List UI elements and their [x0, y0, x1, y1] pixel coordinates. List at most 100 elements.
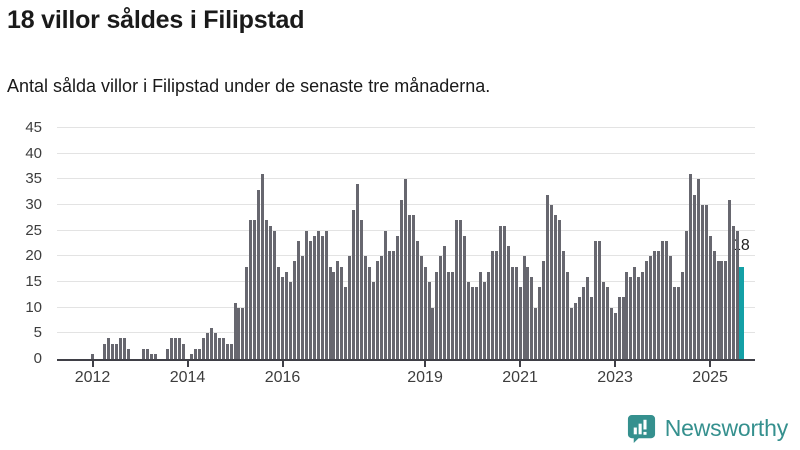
- bar: [720, 261, 724, 359]
- bar: [617, 297, 621, 359]
- bar: [328, 266, 332, 359]
- y-tick-label: 10: [25, 298, 42, 316]
- bar: [672, 287, 676, 359]
- bar: [534, 307, 538, 359]
- bar: [554, 215, 558, 359]
- x-tick-label: 2019: [407, 369, 443, 386]
- bar: [114, 343, 118, 359]
- bar: [304, 230, 308, 359]
- bar: [288, 282, 292, 359]
- bar: [281, 276, 285, 359]
- y-tick-label: 20: [25, 247, 42, 265]
- bar: [577, 297, 581, 359]
- x-axis: 2012 2014 2016 2019 2021 2023 2025: [57, 361, 767, 391]
- y-tick-label: 30: [25, 196, 42, 213]
- bar: [514, 266, 518, 359]
- bar: [376, 261, 380, 359]
- bar: [688, 174, 692, 359]
- x-tick-label: 2025: [692, 369, 728, 386]
- page-subtitle: Antal sålda villor i Filipstad under de …: [7, 76, 491, 96]
- x-tick-mark: [424, 361, 427, 367]
- bar: [530, 276, 534, 359]
- bar: [205, 333, 209, 359]
- bar: [700, 205, 704, 359]
- y-tick-label: 15: [25, 273, 42, 290]
- highlight-bar: [739, 266, 745, 359]
- bar: [273, 230, 277, 359]
- bar: [621, 297, 625, 359]
- bar: [146, 348, 150, 359]
- bar: [423, 266, 427, 359]
- bar: [257, 189, 261, 359]
- bar: [348, 256, 352, 359]
- newsworthy-wordmark: Newsworthy: [664, 415, 788, 441]
- bar: [463, 235, 467, 359]
- newsworthy-bubble-chart-icon: [627, 414, 655, 444]
- bar: [546, 194, 550, 359]
- bar: [542, 261, 546, 359]
- bar: [724, 261, 728, 359]
- bar: [241, 307, 245, 359]
- y-axis: 0 5 10 15 20 25 30 35 40 45: [0, 119, 50, 367]
- bar: [265, 220, 269, 359]
- bar: [601, 282, 605, 359]
- bar: [570, 307, 574, 359]
- bar: [225, 343, 229, 359]
- bar: [221, 338, 225, 359]
- bar: [106, 338, 110, 359]
- bar: [625, 271, 629, 359]
- bar: [482, 282, 486, 359]
- bar: [732, 225, 736, 359]
- bar: [451, 271, 455, 359]
- x-tick-label: 2016: [264, 369, 301, 386]
- bar: [573, 302, 577, 359]
- bar: [201, 338, 205, 359]
- bar: [637, 276, 641, 359]
- bar: [261, 174, 265, 359]
- bar: [645, 261, 649, 359]
- bar: [728, 199, 732, 359]
- bar: [284, 271, 288, 359]
- bar: [197, 348, 201, 359]
- bar: [712, 251, 716, 359]
- bar: [296, 240, 300, 359]
- bar: [174, 338, 178, 359]
- newsworthy-logo: Newsworthy: [626, 413, 788, 444]
- bar: [253, 220, 257, 359]
- bar: [518, 287, 522, 359]
- bar: [661, 240, 665, 359]
- bar: [336, 261, 340, 359]
- bar: [360, 220, 364, 359]
- bar: [364, 256, 368, 359]
- bar: [704, 205, 708, 359]
- bar: [502, 225, 506, 359]
- bar: [605, 287, 609, 359]
- bar: [478, 271, 482, 359]
- x-tick-mark: [709, 361, 712, 367]
- bar: [269, 225, 273, 359]
- y-tick-label: 25: [25, 221, 42, 239]
- bar: [324, 230, 328, 359]
- bar: [277, 266, 281, 359]
- bar: [708, 235, 712, 359]
- x-tick-mark: [91, 361, 94, 367]
- bar: [217, 338, 221, 359]
- bar: [684, 230, 688, 359]
- bar: [166, 348, 170, 359]
- bar: [633, 266, 637, 359]
- bar: [669, 256, 672, 359]
- bar: [696, 179, 700, 359]
- x-tick-mark: [519, 361, 522, 367]
- bar: [427, 282, 431, 359]
- x-tick-mark: [281, 361, 284, 367]
- bar: [692, 194, 696, 359]
- bar: [387, 251, 391, 359]
- bar: [399, 199, 403, 359]
- plot-area: 18: [57, 127, 755, 361]
- y-tick-label: 40: [25, 144, 42, 162]
- bar: [613, 312, 617, 359]
- bar: [498, 225, 502, 359]
- bar: [550, 205, 554, 359]
- bar: [340, 266, 344, 359]
- bar: [490, 251, 494, 359]
